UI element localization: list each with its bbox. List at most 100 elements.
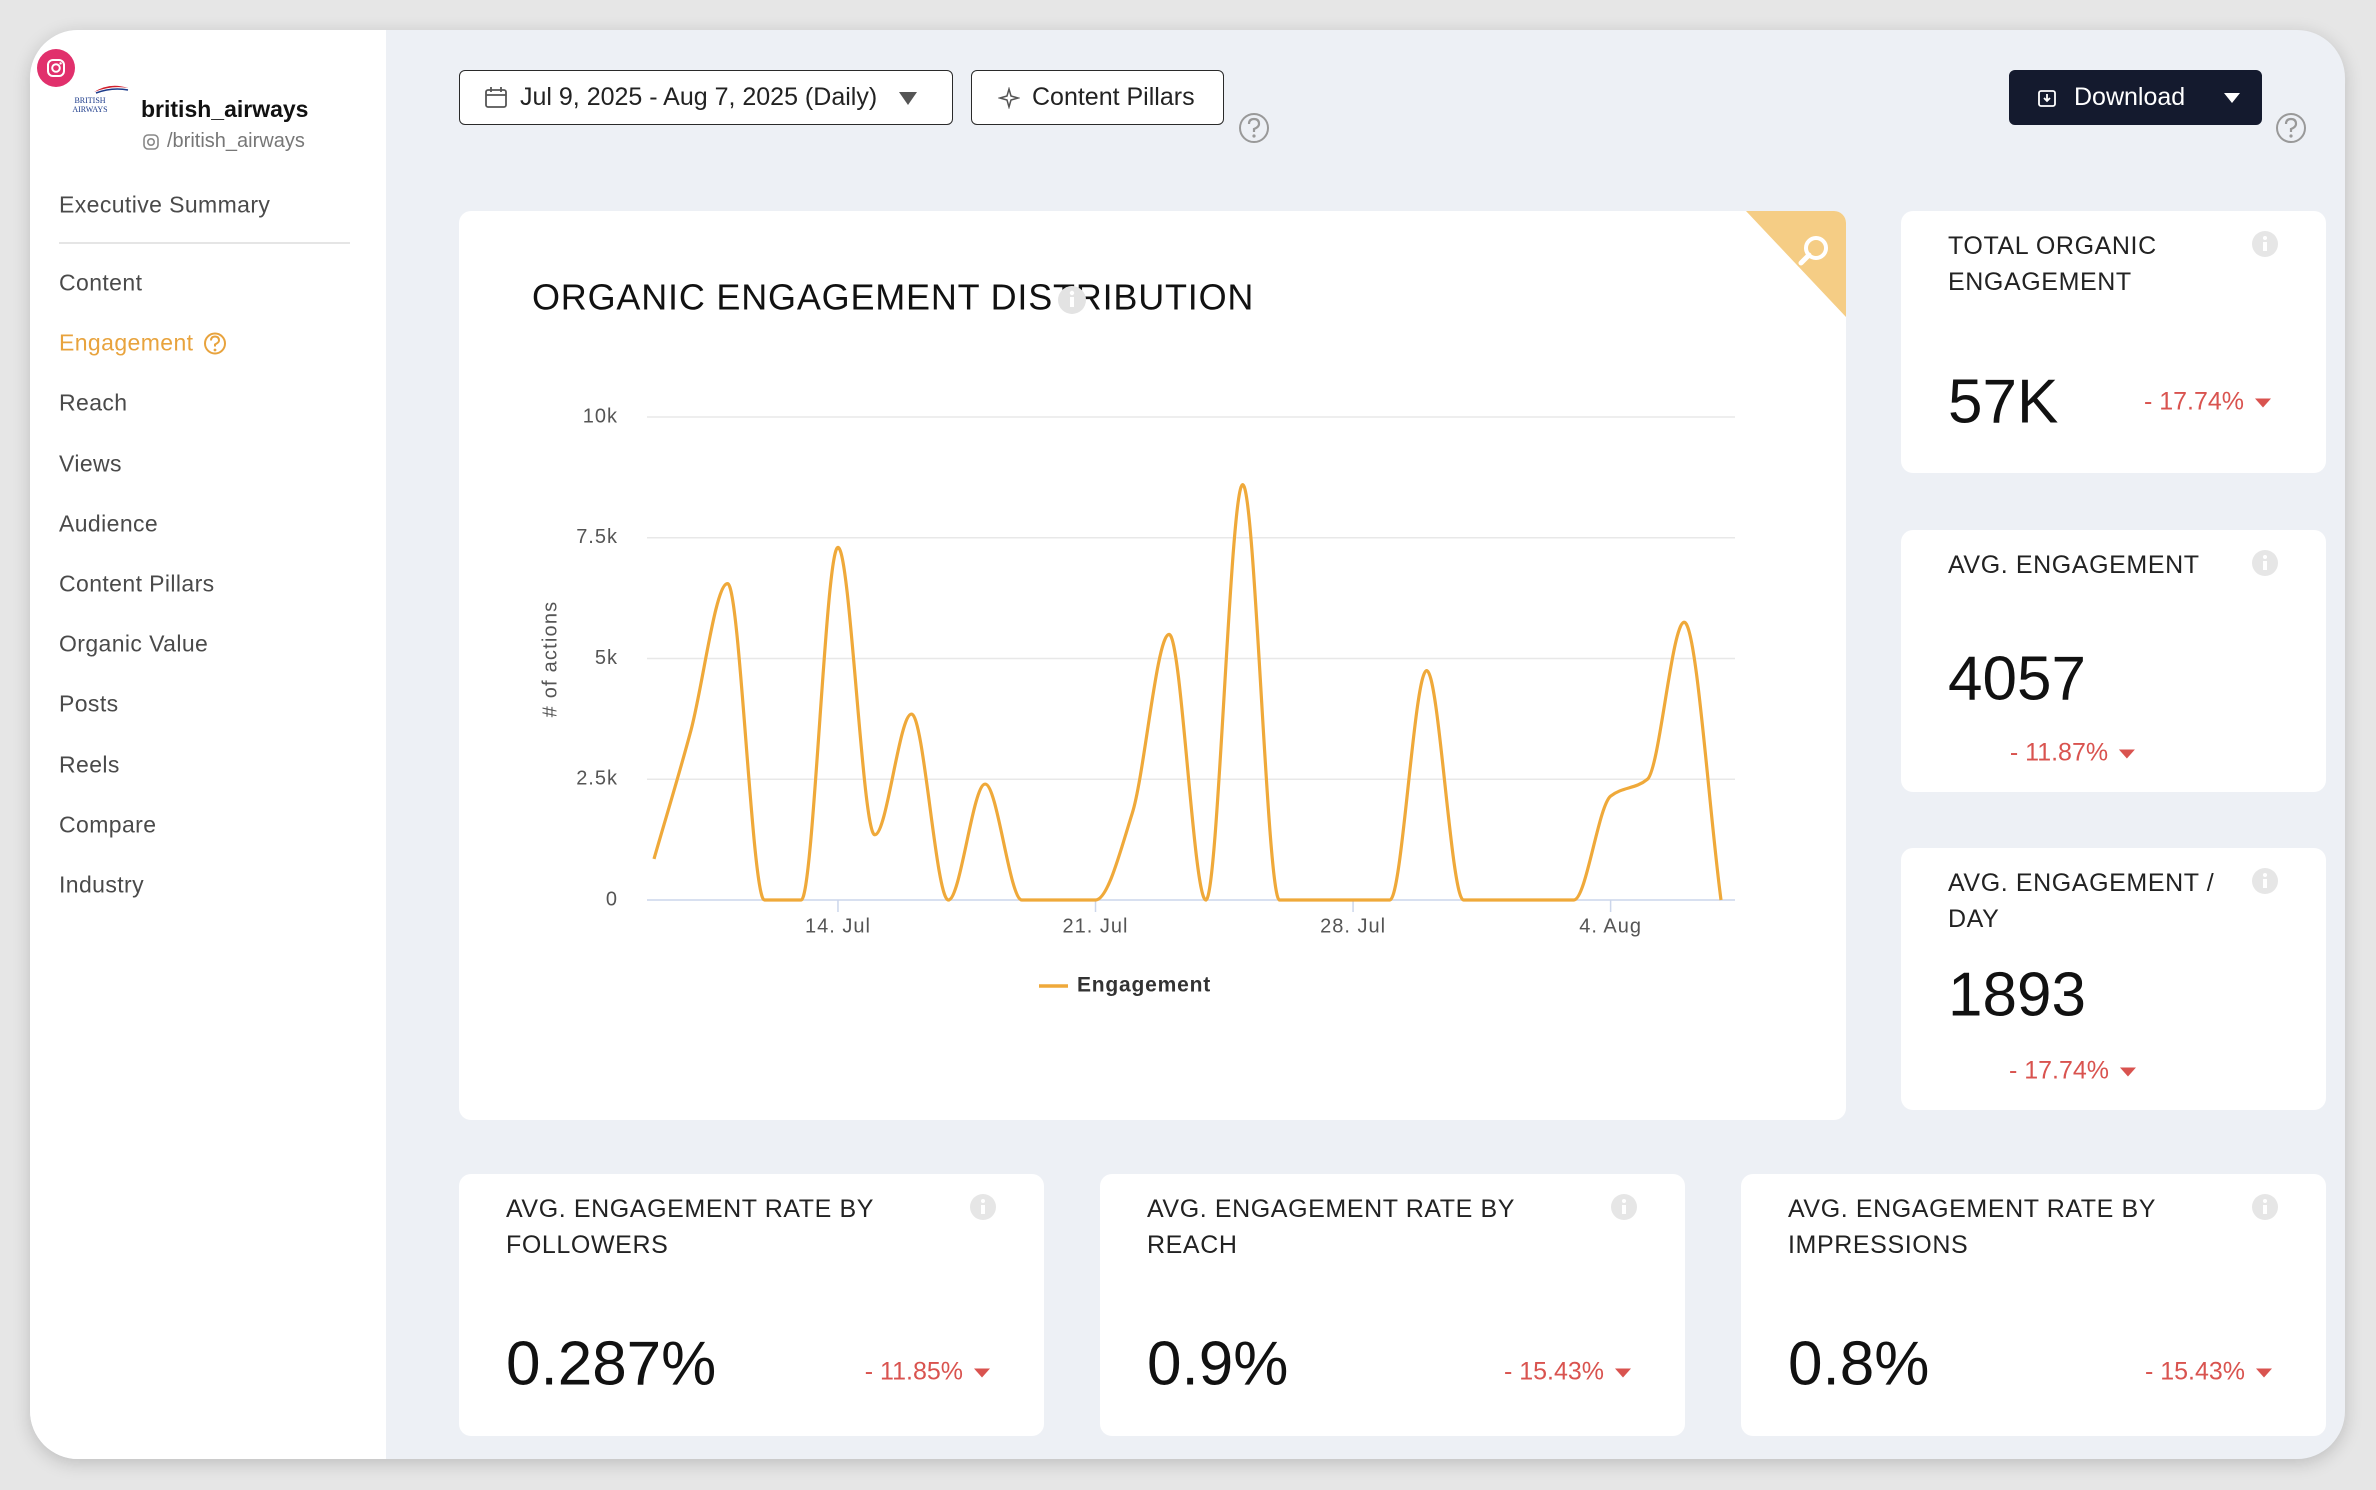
kpi-title: AVG. ENGAGEMENT RATE BY FOLLOWERS <box>506 1195 874 1259</box>
kpi-change-text: - 15.43% <box>2144 1357 2245 1386</box>
nav-divider <box>59 242 350 244</box>
kpi-value: 0.287% <box>506 1329 717 1399</box>
info-icon[interactable] <box>2251 867 2279 895</box>
chart-title: ORGANIC ENGAGEMENT DISTRIBUTION <box>532 277 1254 318</box>
info-bar <box>1622 1205 1626 1214</box>
search-icon-handle <box>1798 252 1812 266</box>
nav-item[interactable]: Organic Value <box>59 631 208 658</box>
kpi-change-text: - 15.43% <box>1503 1357 1604 1386</box>
kpi-change: - 11.85% <box>865 1358 991 1387</box>
y-axis-title: # of actions <box>539 601 561 718</box>
help-mark <box>210 335 221 347</box>
content-pillars-text: Content Pillars <box>1032 83 1195 111</box>
kpi-title: AVG. ENGAGEMENT RATE BY REACH <box>1147 1195 1515 1259</box>
content-pillars-button[interactable]: Content Pillars <box>971 70 1224 125</box>
help-circle <box>1239 113 1269 143</box>
search-icon[interactable] <box>1804 236 1828 260</box>
down-arrow-shape <box>2256 1368 2272 1377</box>
y-tick-label: 2.5k <box>576 768 618 790</box>
download-caret <box>2224 92 2241 103</box>
help-circle <box>204 332 227 355</box>
sidebar: BRITISH AIRWAYS british_airways /british… <box>30 30 386 1459</box>
down-arrow <box>2120 1067 2137 1076</box>
dropdown-arrow <box>899 91 918 105</box>
nav-item[interactable]: Engagement <box>59 330 227 357</box>
info-icon[interactable] <box>2251 549 2279 577</box>
help-dot <box>214 348 217 352</box>
kpi-title: TOTAL ORGANIC ENGAGEMENT <box>1948 232 2157 296</box>
help-icon[interactable] <box>2275 112 2307 144</box>
instagram-badge <box>37 49 75 87</box>
info-icon[interactable] <box>969 1193 997 1221</box>
info-bar <box>981 1205 985 1214</box>
kpi-title: AVG. ENGAGEMENT / DAY <box>1948 869 2215 933</box>
kpi-change-text: - 17.74% <box>2008 1056 2110 1085</box>
kpi-change: - 15.43% <box>1504 1358 1632 1387</box>
nav-item[interactable]: Industry <box>59 872 144 899</box>
down-arrow <box>974 1368 990 1377</box>
nav-label: Content Pillars <box>59 570 215 597</box>
corner-badge <box>1746 211 1846 317</box>
down-arrow-shape <box>974 1368 990 1377</box>
help-dot <box>2289 134 2293 138</box>
down-arrow-shape <box>2255 398 2271 407</box>
x-tick-label: 4. Aug <box>1579 915 1642 937</box>
nav-item[interactable]: Posts <box>59 691 119 718</box>
nav-item[interactable]: Reels <box>59 751 120 778</box>
info-bar <box>2263 242 2267 251</box>
nav-label: Views <box>59 450 122 477</box>
info-dot <box>2263 873 2267 877</box>
date-range-button[interactable]: Jul 9, 2025 - Aug 7, 2025 (Daily) <box>459 70 953 125</box>
nav-item[interactable]: Views <box>59 450 122 477</box>
nav-label: Organic Value <box>59 630 209 657</box>
legend-label: Engagement <box>1077 974 1211 997</box>
kpi-change: - 11.87% <box>2010 739 2136 768</box>
down-arrow <box>2256 1368 2272 1377</box>
info-bar <box>2263 561 2267 570</box>
nav-label: Compare <box>59 811 157 838</box>
down-arrow-shape <box>1615 1368 1631 1377</box>
nav-item[interactable]: Audience <box>59 510 158 537</box>
kpi-value: 57K <box>1948 367 2059 437</box>
nav-label: Reach <box>59 389 128 416</box>
y-tick-label: 5k <box>595 647 618 669</box>
download-button[interactable]: Download <box>2009 70 2262 125</box>
profile-name: british_airways <box>141 96 309 122</box>
nav-label: Posts <box>59 690 119 717</box>
instagram-icon <box>143 134 159 150</box>
kpi-card: AVG. ENGAGEMENT 4057 - 11.87% <box>1901 530 2326 792</box>
nav-item[interactable]: Executive Summary <box>59 192 270 219</box>
down-arrow-shape <box>2119 749 2136 758</box>
down-arrow-shape <box>2120 1067 2137 1076</box>
info-icon[interactable] <box>1610 1193 1638 1221</box>
nav-label: Executive Summary <box>59 191 271 218</box>
kpi-card: AVG. ENGAGEMENT RATE BY REACH 0.9% - 15.43… <box>1100 1174 1685 1436</box>
chart-card: ORGANIC ENGAGEMENT DISTRIBUTION 0 2.5k 5k 7… <box>459 211 1846 1120</box>
kpi-card: AVG. ENGAGEMENT RATE BY FOLLOWERS 0.287% -… <box>459 1174 1044 1436</box>
help-mark <box>2284 117 2298 132</box>
help-icon[interactable] <box>1238 112 1270 144</box>
info-icon[interactable] <box>2251 230 2279 258</box>
help-icon <box>204 332 227 355</box>
kpi-change-text: - 11.85% <box>864 1357 963 1386</box>
info-icon[interactable] <box>2251 1193 2279 1221</box>
info-icon[interactable] <box>1058 286 1086 314</box>
download-icon <box>2038 89 2056 107</box>
kpi-change-text: - 11.87% <box>2009 738 2109 767</box>
kpi-value: 0.8% <box>1788 1329 1930 1399</box>
nav-item[interactable]: Compare <box>59 811 156 838</box>
nav-item[interactable]: Content Pillars <box>59 571 215 598</box>
kpi-value: 0.9% <box>1147 1329 1289 1399</box>
down-arrow <box>1615 1368 1631 1377</box>
nav-item[interactable]: Content <box>59 270 142 297</box>
info-dot <box>2263 555 2267 559</box>
sparkle-icon <box>998 86 1020 109</box>
kpi-change: - 17.74% <box>2009 1057 2137 1086</box>
kpi-value: 4057 <box>1948 644 2086 714</box>
x-tick-label: 21. Jul <box>1063 915 1129 937</box>
nav-item[interactable]: Reach <box>59 390 127 417</box>
info-bar <box>2263 1205 2267 1214</box>
chart: ORGANIC ENGAGEMENT DISTRIBUTION 0 2.5k 5k 7… <box>532 211 1846 997</box>
help-dot <box>1252 134 1256 138</box>
